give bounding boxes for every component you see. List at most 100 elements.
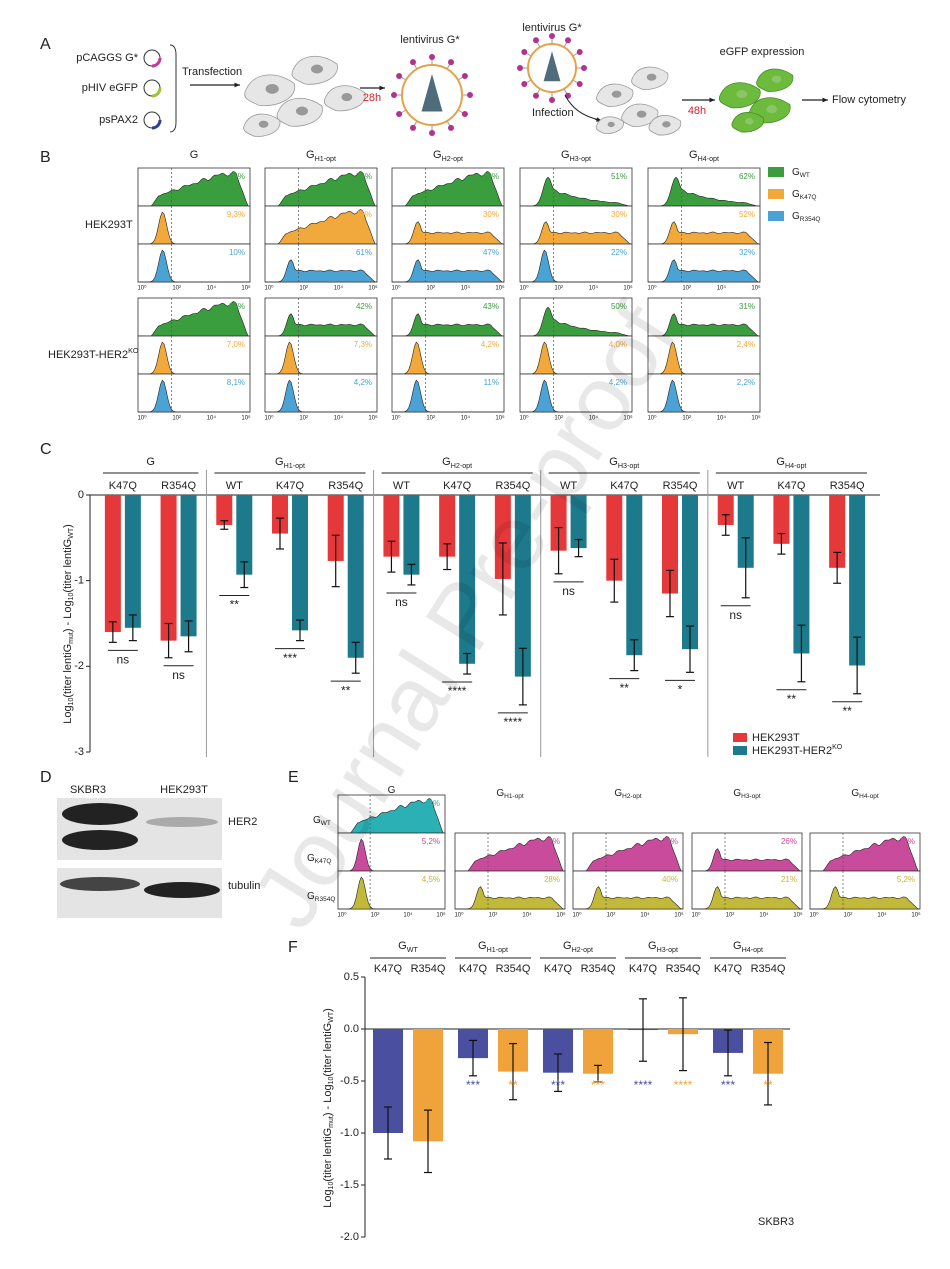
virus-label: lentivirus G* (400, 34, 460, 46)
x-tick-label: K47Q (610, 480, 639, 492)
significance-label: *** (721, 1078, 735, 1092)
percent-label: 43% (483, 302, 499, 311)
axis-tick-label: 10⁶ (623, 285, 633, 292)
plasmid-insert (151, 87, 162, 98)
panel-letter: F (288, 939, 298, 956)
x-tick-label: K47Q (714, 963, 743, 975)
cell-line-label: HEK293T-HER2KO (48, 347, 139, 361)
group-header-sub: H4-opt (785, 462, 806, 470)
bar (626, 495, 643, 656)
significance-label: **** (634, 1078, 653, 1092)
legend-label-base: G (792, 189, 800, 200)
virus-glycoprotein (461, 111, 468, 117)
x-tick-label: K47Q (109, 480, 138, 492)
percent-label: 2,4% (737, 340, 755, 349)
axis-tick-label: 10⁰ (137, 415, 147, 422)
group-header-base: G (776, 456, 785, 468)
column-header-base: G (851, 788, 859, 799)
axis-tick-label: 10² (607, 913, 616, 919)
row-label-base: G (307, 853, 315, 864)
x-tick-label: K47Q (459, 963, 488, 975)
panel-letter: C (40, 441, 52, 458)
histogram (648, 221, 760, 245)
legend-label: GWT (792, 167, 810, 180)
significance-label: **** (504, 715, 523, 729)
y-tick-label: -2 (74, 660, 84, 672)
axis-tick-label: 10⁶ (368, 285, 378, 292)
virus-glycoprotein (410, 124, 416, 131)
axis-tick-label: 10⁴ (877, 912, 887, 919)
axis-tick-label: 10⁴ (589, 415, 599, 422)
histogram (810, 836, 920, 872)
column-header: GH4-opt (689, 149, 719, 163)
y-axis-label-part: Log (62, 705, 74, 723)
histogram (338, 798, 445, 834)
percent-label: 28% (544, 875, 560, 884)
group-header-sub: WT (407, 946, 419, 954)
cell-nucleus (265, 83, 279, 94)
histogram (648, 259, 760, 283)
x-tick-label: WT (393, 480, 410, 492)
cell-nucleus (646, 73, 657, 81)
virus-label: lentivirus G* (522, 22, 582, 34)
group-header-base: G (563, 940, 572, 952)
bar (849, 495, 866, 666)
y-tick-label: -1 (74, 575, 84, 587)
step-label: Infection (532, 107, 574, 119)
column-header-base: G (388, 785, 396, 796)
percent-label: 4,5% (422, 875, 440, 884)
panel-letter: D (40, 769, 52, 786)
cell-nucleus (636, 110, 647, 118)
y-axis-label: Log10(titer lentiGmut) - Log10(titer len… (322, 1008, 335, 1208)
x-tick-label: K47Q (276, 480, 305, 492)
significance-label: ** (620, 681, 630, 695)
lane-label: HEK293T (160, 784, 208, 796)
row-label-sub: WT (321, 820, 331, 827)
histogram (338, 876, 445, 910)
bar (216, 495, 233, 525)
axis-tick-label: 10⁴ (759, 912, 769, 919)
y-tick-label: -0.5 (340, 1075, 359, 1087)
blot-band (62, 830, 138, 850)
percent-label: 5,2% (422, 837, 440, 846)
group-header: GH2-opt (563, 940, 593, 954)
significance-label: ** (508, 1078, 518, 1092)
histogram (455, 886, 565, 910)
axis-tick-label: 10² (726, 913, 735, 919)
axis-tick-label: 10⁴ (403, 912, 413, 919)
group-header-base: G (146, 456, 155, 468)
column-header-base: G (433, 149, 442, 161)
percent-label: 11% (484, 378, 499, 387)
histogram (692, 886, 802, 910)
group-header-base: G (648, 940, 657, 952)
axis-tick-label: 10⁰ (809, 912, 819, 919)
bar (236, 495, 253, 575)
legend-label: GK47Q (792, 189, 816, 202)
percent-label: 40% (662, 875, 678, 884)
axis-tick-label: 10⁴ (461, 415, 471, 422)
percent-label: 74% (356, 172, 372, 181)
x-tick-label: WT (226, 480, 243, 492)
blot-band (60, 877, 140, 891)
x-tick-label: R354Q (581, 963, 616, 975)
virus-glycoprotein (576, 81, 583, 87)
x-tick-label: R354Q (830, 480, 865, 492)
bar (514, 495, 531, 677)
percent-label: 62% (739, 172, 755, 181)
axis-tick-label: 10² (299, 416, 308, 422)
significance-label: *** (551, 1078, 565, 1092)
cell-nucleus (341, 93, 353, 102)
significance-label: *** (283, 651, 297, 665)
y-tick-label: 0.0 (344, 1023, 359, 1035)
column-header: GH1-opt (306, 149, 336, 163)
bar (272, 495, 288, 534)
y-tick-label: -1.5 (340, 1179, 359, 1191)
y-axis-label-part: mut (328, 1116, 335, 1128)
x-tick-label: K47Q (777, 480, 806, 492)
percent-label: 4,0% (609, 340, 627, 349)
column-header-base: G (496, 788, 504, 799)
significance-label: * (678, 683, 683, 697)
axis-tick-label: 10⁰ (391, 415, 401, 422)
